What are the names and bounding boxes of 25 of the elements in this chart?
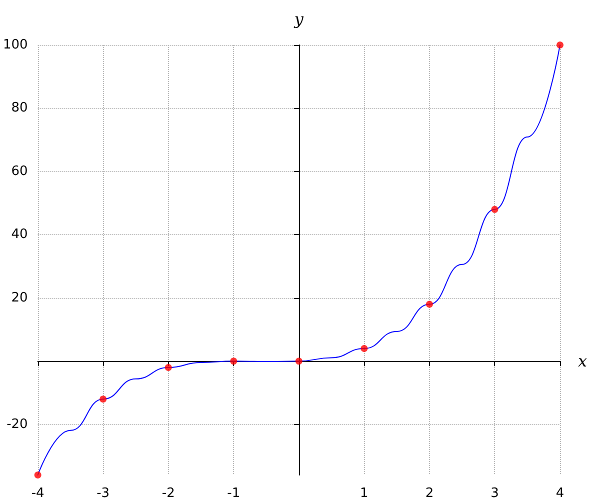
- y-tick-label: 20: [11, 290, 28, 306]
- x-tick-label: 2: [425, 486, 434, 500]
- point: [34, 472, 42, 478]
- x-tick-label: -1: [227, 486, 240, 500]
- point: [100, 396, 107, 403]
- point: [295, 358, 302, 365]
- y-tick-label: 40: [11, 227, 28, 242]
- point: [230, 358, 238, 365]
- x-tick-label: -2: [162, 486, 175, 500]
- x-tick-label: 1: [360, 486, 368, 500]
- x-tick-label: -3: [96, 486, 110, 500]
- x-tick-label: -4: [31, 486, 44, 500]
- point: [556, 42, 564, 48]
- y-axis-title: y: [293, 10, 304, 28]
- y-tick-label: 80: [11, 100, 28, 116]
- x-axis-title: x: [578, 352, 588, 371]
- point: [164, 364, 172, 371]
- y-tick-label: -20: [6, 416, 28, 432]
- point: [360, 345, 368, 352]
- point: [491, 206, 498, 213]
- y-tick-label: 60: [11, 164, 28, 179]
- point: [426, 300, 433, 308]
- y-tick-label: 100: [2, 38, 28, 52]
- x-tick-label: 3: [490, 486, 499, 500]
- x-tick-label: 4: [556, 486, 564, 500]
